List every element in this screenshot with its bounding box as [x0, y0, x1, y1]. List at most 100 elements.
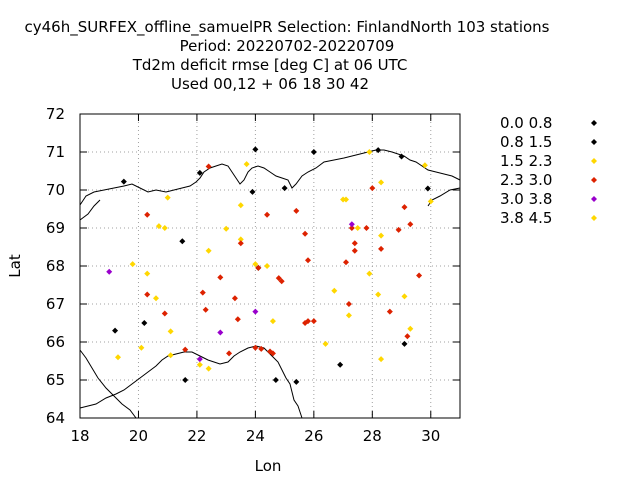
data-point: [217, 274, 224, 281]
y-axis-label: Lat: [6, 254, 24, 278]
legend-marker: [591, 196, 597, 202]
data-point: [120, 178, 127, 185]
legend-label: 3.8 4.5: [500, 209, 552, 227]
title-line-2: Period: 20220702-20220709: [180, 37, 395, 55]
x-tick-label: 20: [129, 427, 148, 445]
data-point: [264, 211, 271, 218]
data-point: [237, 236, 244, 243]
data-point: [398, 153, 405, 160]
x-tick-label: 26: [304, 427, 323, 445]
data-point: [278, 278, 285, 285]
data-point: [182, 377, 189, 383]
data-point: [404, 333, 411, 340]
y-axis-ticks: 64 65 66 67 68 69 70 71 72: [46, 105, 460, 427]
data-point: [112, 327, 119, 334]
data-point: [243, 161, 250, 168]
y-tick-label: 66: [46, 333, 65, 351]
data-point: [366, 149, 373, 155]
data-point: [269, 318, 276, 325]
x-tick-label: 24: [246, 427, 265, 445]
y-tick-label: 71: [46, 143, 65, 161]
coastline-path: [79, 149, 461, 419]
legend-label: 2.3 3.0: [500, 171, 552, 189]
data-point: [264, 263, 271, 269]
x-tick-label: 28: [363, 427, 382, 445]
data-point: [252, 146, 259, 153]
data-point: [375, 147, 382, 154]
data-point: [141, 320, 148, 326]
data-point: [322, 340, 329, 347]
chart-title: cy46h_SURFEX_offline_samuelPR Selection:…: [25, 18, 550, 93]
data-point: [281, 185, 288, 192]
data-point: [155, 223, 162, 230]
data-point: [416, 272, 423, 279]
data-point: [401, 293, 408, 300]
y-tick-label: 65: [46, 371, 65, 389]
title-line-1: cy46h_SURFEX_offline_samuelPR Selection:…: [25, 18, 550, 37]
legend-label: 3.0 3.8: [500, 190, 552, 208]
legend-marker: [591, 215, 597, 221]
data-point: [258, 345, 265, 352]
data-point: [293, 207, 300, 214]
data-point: [401, 340, 408, 347]
legend-marker: [591, 139, 597, 145]
y-tick-label: 72: [46, 105, 65, 123]
data-point: [395, 226, 402, 233]
data-point: [305, 318, 311, 325]
data-point: [354, 225, 361, 231]
data-point: [252, 344, 259, 351]
data-point: [293, 378, 300, 385]
data-points: [106, 146, 434, 385]
data-point: [196, 356, 203, 363]
data-point: [348, 221, 355, 228]
data-point: [217, 329, 224, 336]
data-point: [269, 350, 276, 357]
coastline: [79, 149, 461, 419]
data-point: [369, 185, 376, 192]
data-point: [351, 240, 358, 247]
data-point: [138, 344, 145, 351]
data-point: [144, 291, 151, 298]
y-tick-label: 67: [46, 295, 65, 313]
title-line-4: Used 00,12 + 06 18 30 42: [171, 75, 369, 93]
data-point: [302, 230, 309, 237]
data-point: [343, 259, 349, 266]
title-line-3: Td2m deficit rmse [deg C] at 06 UTC: [132, 56, 408, 74]
legend-marker: [591, 120, 597, 126]
data-point: [179, 238, 186, 245]
data-point: [249, 188, 256, 195]
y-tick-label: 64: [46, 409, 65, 427]
legend-label: 0.8 1.5: [500, 133, 552, 151]
data-point: [205, 163, 212, 170]
data-point: [345, 301, 352, 307]
data-point: [205, 365, 212, 372]
data-point: [182, 346, 189, 353]
data-point: [378, 179, 385, 186]
data-point: [231, 295, 238, 302]
plot-frame: [79, 113, 461, 419]
data-point: [129, 261, 136, 268]
data-point: [345, 312, 352, 319]
data-point: [234, 316, 241, 323]
data-point: [407, 221, 414, 228]
data-point: [252, 261, 259, 268]
data-point: [144, 270, 151, 277]
data-point: [378, 232, 385, 239]
data-point: [348, 225, 355, 231]
y-tick-label: 70: [46, 181, 65, 199]
data-point: [424, 185, 431, 192]
data-point: [386, 308, 393, 315]
data-point: [310, 149, 317, 155]
x-tick-label: 22: [187, 427, 206, 445]
data-point: [366, 270, 373, 277]
data-point: [153, 295, 159, 302]
data-point: [202, 306, 209, 313]
data-point: [401, 204, 408, 211]
data-point: [226, 350, 233, 357]
data-point: [161, 310, 168, 317]
data-point: [407, 325, 414, 332]
data-point: [310, 318, 317, 325]
legend-label: 1.5 2.3: [500, 152, 552, 170]
data-point: [167, 352, 174, 359]
